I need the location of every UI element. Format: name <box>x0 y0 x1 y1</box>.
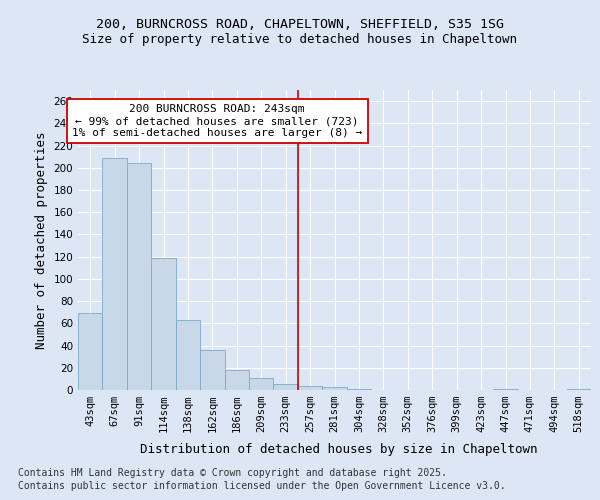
Bar <box>493 389 518 390</box>
Text: 200, BURNCROSS ROAD, CHAPELTOWN, SHEFFIELD, S35 1SG: 200, BURNCROSS ROAD, CHAPELTOWN, SHEFFIE… <box>96 18 504 30</box>
Bar <box>274 384 298 390</box>
Bar <box>151 258 176 390</box>
Text: Contains HM Land Registry data © Crown copyright and database right 2025.: Contains HM Land Registry data © Crown c… <box>18 468 447 477</box>
Text: Size of property relative to detached houses in Chapeltown: Size of property relative to detached ho… <box>83 32 517 46</box>
Bar <box>249 378 274 390</box>
Text: Distribution of detached houses by size in Chapeltown: Distribution of detached houses by size … <box>140 442 538 456</box>
Bar <box>322 386 347 390</box>
Bar <box>127 164 151 390</box>
Y-axis label: Number of detached properties: Number of detached properties <box>35 131 48 349</box>
Text: Contains public sector information licensed under the Open Government Licence v3: Contains public sector information licen… <box>18 481 506 491</box>
Bar <box>176 320 200 390</box>
Bar <box>298 386 322 390</box>
Bar <box>224 370 249 390</box>
Bar <box>566 389 591 390</box>
Bar <box>347 389 371 390</box>
Text: 200 BURNCROSS ROAD: 243sqm
← 99% of detached houses are smaller (723)
1% of semi: 200 BURNCROSS ROAD: 243sqm ← 99% of deta… <box>72 104 362 138</box>
Bar <box>103 158 127 390</box>
Bar <box>78 314 103 390</box>
Bar <box>200 350 224 390</box>
